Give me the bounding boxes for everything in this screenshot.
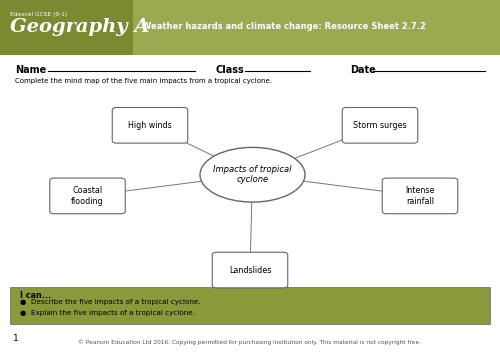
- Text: Date: Date: [350, 65, 376, 75]
- FancyBboxPatch shape: [212, 252, 288, 288]
- Text: 1: 1: [12, 334, 18, 342]
- Text: ●  Explain the five impacts of a tropical cyclone.: ● Explain the five impacts of a tropical…: [20, 310, 195, 316]
- FancyBboxPatch shape: [342, 107, 418, 143]
- FancyBboxPatch shape: [10, 287, 490, 324]
- Text: Class: Class: [215, 65, 244, 75]
- Text: © Pearson Education Ltd 2016. Copying permitted for purchasing institution only.: © Pearson Education Ltd 2016. Copying pe…: [78, 339, 422, 345]
- Text: Coastal
flooding: Coastal flooding: [71, 186, 104, 205]
- FancyBboxPatch shape: [0, 0, 132, 55]
- Text: Geography A: Geography A: [10, 18, 149, 36]
- Ellipse shape: [200, 148, 305, 202]
- Text: Edexcel GCSE (9-1): Edexcel GCSE (9-1): [10, 12, 67, 17]
- FancyBboxPatch shape: [50, 178, 125, 214]
- Text: Name: Name: [15, 65, 46, 75]
- Text: Weather hazards and climate change: Resource Sheet 2.7.2: Weather hazards and climate change: Reso…: [142, 22, 427, 31]
- Text: Landslides: Landslides: [229, 265, 271, 275]
- Text: Impacts of tropical
cyclone: Impacts of tropical cyclone: [213, 165, 292, 184]
- Text: High winds: High winds: [128, 121, 172, 130]
- Text: ●  Describe the five impacts of a tropical cyclone.: ● Describe the five impacts of a tropica…: [20, 299, 201, 305]
- Text: Complete the mind map of the five main impacts from a tropical cyclone.: Complete the mind map of the five main i…: [15, 78, 272, 84]
- Text: Storm surges: Storm surges: [353, 121, 407, 130]
- FancyBboxPatch shape: [112, 107, 188, 143]
- Text: I can...: I can...: [20, 291, 51, 299]
- FancyBboxPatch shape: [382, 178, 458, 214]
- FancyBboxPatch shape: [132, 0, 500, 55]
- Text: Intense
rainfall: Intense rainfall: [405, 186, 435, 205]
